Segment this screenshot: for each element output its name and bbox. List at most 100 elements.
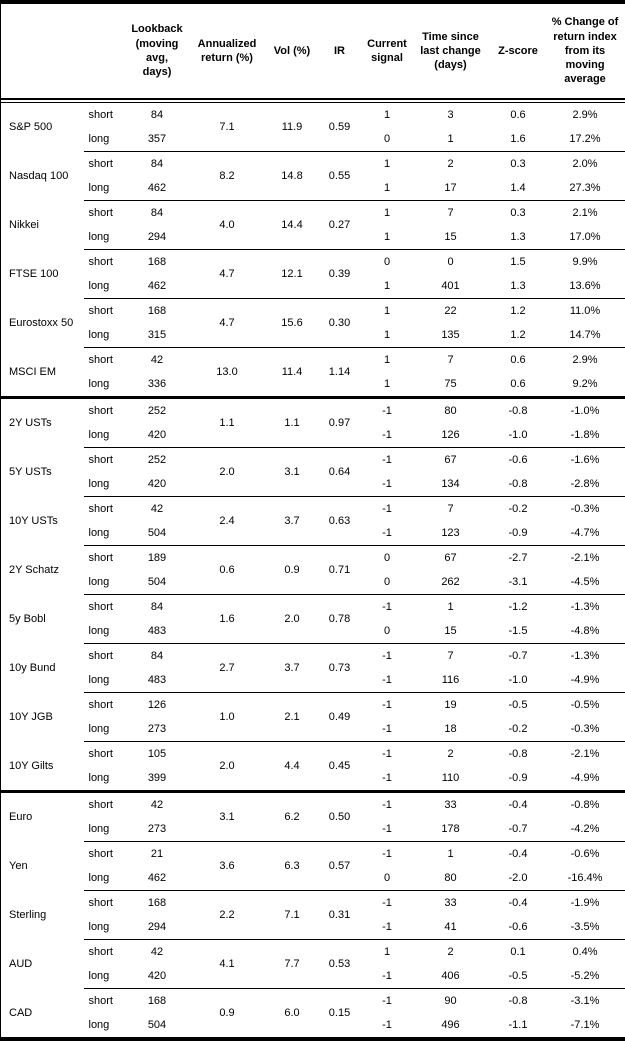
zscore-value: 1.5: [491, 250, 546, 275]
zscore-value: 0.6: [491, 372, 546, 398]
lookback-value: 273: [129, 817, 186, 842]
asset-row-short: Yen short 21 3.6 6.3 0.57 -1 1 -0.4 -0.6…: [1, 842, 625, 867]
vol-value: 3.7: [269, 644, 316, 693]
current-signal-value: 0: [364, 546, 411, 571]
vol-value: 7.7: [269, 940, 316, 989]
asset-name: Nikkei: [1, 201, 84, 250]
current-signal-value: -1: [364, 399, 411, 423]
zscore-value: -0.4: [491, 891, 546, 916]
pct-change-value: 13.6%: [546, 274, 625, 299]
asset-name: S&P 500: [1, 103, 84, 152]
current-signal-value: -1: [364, 793, 411, 817]
lookback-value: 462: [129, 274, 186, 299]
annualized-return-value: 4.0: [186, 201, 269, 250]
period-label-short: short: [84, 644, 129, 669]
current-signal-value: -1: [364, 842, 411, 867]
period-label-long: long: [84, 274, 129, 299]
current-signal-value: -1: [364, 989, 411, 1014]
lookback-value: 483: [129, 619, 186, 644]
lookback-value: 168: [129, 891, 186, 916]
pct-change-value: -1.8%: [546, 423, 625, 448]
period-label-short: short: [84, 399, 129, 423]
asset-name: 10Y JGB: [1, 693, 84, 742]
ir-value: 0.53: [316, 940, 364, 989]
pct-change-value: 2.9%: [546, 348, 625, 373]
time-since-change-value: 1: [411, 127, 491, 152]
current-signal-value: 0: [364, 866, 411, 891]
current-signal-value: 1: [364, 299, 411, 324]
annualized-return-value: 1.1: [186, 399, 269, 448]
vol-value: 11.9: [269, 103, 316, 152]
ir-value: 0.30: [316, 299, 364, 348]
zscore-value: -2.7: [491, 546, 546, 571]
annualized-return-value: 7.1: [186, 103, 269, 152]
lookback-value: 84: [129, 201, 186, 226]
header-pct-change: % Change of return index from its moving…: [546, 2, 625, 99]
current-signal-value: -1: [364, 472, 411, 497]
lookback-value: 273: [129, 717, 186, 742]
asset-name: 5y Bobl: [1, 595, 84, 644]
lookback-value: 336: [129, 372, 186, 398]
current-signal-value: 1: [364, 323, 411, 348]
annualized-return-value: 2.0: [186, 448, 269, 497]
asset-row-short: 5Y USTs short 252 2.0 3.1 0.64 -1 67 -0.…: [1, 448, 625, 473]
period-label-short: short: [84, 103, 129, 128]
current-signal-value: -1: [364, 423, 411, 448]
lookback-value: 84: [129, 644, 186, 669]
pct-change-value: -0.3%: [546, 497, 625, 522]
table-body: S&P 500 short 84 7.1 11.9 0.59 1 3 0.6 2…: [1, 103, 625, 1040]
ir-value: 0.78: [316, 595, 364, 644]
zscore-value: -0.7: [491, 644, 546, 669]
zscore-value: -0.4: [491, 842, 546, 867]
vol-value: 11.4: [269, 348, 316, 398]
current-signal-value: 0: [364, 619, 411, 644]
time-since-change-value: 401: [411, 274, 491, 299]
period-label-long: long: [84, 1013, 129, 1039]
pct-change-value: -3.5%: [546, 915, 625, 940]
current-signal-value: -1: [364, 964, 411, 989]
period-label-short: short: [84, 497, 129, 522]
zscore-value: -0.8: [491, 399, 546, 423]
lookback-value: 84: [129, 595, 186, 620]
asset-name: 10y Bund: [1, 644, 84, 693]
time-since-change-value: 33: [411, 891, 491, 916]
lookback-value: 462: [129, 866, 186, 891]
period-label-short: short: [84, 348, 129, 373]
lookback-value: 315: [129, 323, 186, 348]
ir-value: 0.39: [316, 250, 364, 299]
current-signal-value: -1: [364, 915, 411, 940]
time-since-change-value: 17: [411, 176, 491, 201]
time-since-change-value: 135: [411, 323, 491, 348]
ir-value: 0.49: [316, 693, 364, 742]
asset-name: Nasdaq 100: [1, 152, 84, 201]
asset-name: 2Y Schatz: [1, 546, 84, 595]
asset-row-short: 10Y Gilts short 105 2.0 4.4 0.45 -1 2 -0…: [1, 742, 625, 767]
vol-value: 14.8: [269, 152, 316, 201]
vol-value: 0.9: [269, 546, 316, 595]
asset-name: FTSE 100: [1, 250, 84, 299]
period-label-long: long: [84, 964, 129, 989]
pct-change-value: -4.7%: [546, 521, 625, 546]
asset-name: 10Y USTs: [1, 497, 84, 546]
time-since-change-value: 7: [411, 348, 491, 373]
period-label-short: short: [84, 299, 129, 324]
time-since-change-value: 2: [411, 940, 491, 965]
time-since-change-value: 67: [411, 546, 491, 571]
pct-change-value: 9.2%: [546, 372, 625, 398]
period-label-long: long: [84, 766, 129, 792]
header-time-since-change: Time since last change (days): [411, 2, 491, 99]
current-signal-value: -1: [364, 693, 411, 718]
ir-value: 0.64: [316, 448, 364, 497]
time-since-change-value: 80: [411, 866, 491, 891]
current-signal-value: -1: [364, 521, 411, 546]
current-signal-value: -1: [364, 1013, 411, 1039]
period-label-short: short: [84, 989, 129, 1014]
zscore-value: -0.8: [491, 742, 546, 767]
zscore-value: 1.6: [491, 127, 546, 152]
pct-change-value: 17.0%: [546, 225, 625, 250]
ir-value: 0.71: [316, 546, 364, 595]
period-label-long: long: [84, 372, 129, 398]
current-signal-value: -1: [364, 817, 411, 842]
current-signal-value: 1: [364, 176, 411, 201]
time-since-change-value: 7: [411, 644, 491, 669]
